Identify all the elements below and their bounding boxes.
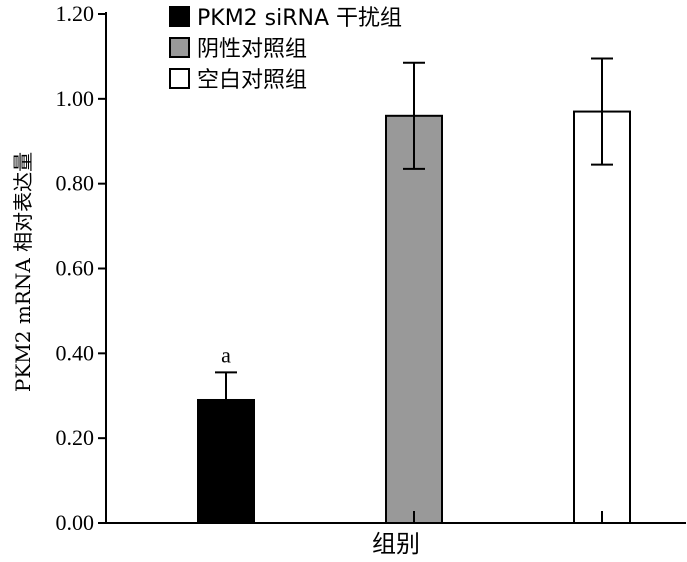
y-tick-label: 0.00 (56, 510, 95, 535)
y-axis-title: PKM2 mRNA 相对表达量 (11, 152, 35, 392)
bar (197, 398, 255, 524)
bars: a (197, 57, 631, 525)
axes: 0.00 0.20 0.40 0.60 0.80 1.00 1.20 (56, 1, 686, 535)
y-tick-label: 0.80 (56, 171, 95, 196)
legend-label: 阴性对照组 (197, 37, 307, 62)
y-tick-label: 1.20 (56, 1, 95, 26)
bar (573, 110, 631, 525)
legend-label: 空白对照组 (197, 68, 307, 93)
y-tick-label: 0.20 (56, 425, 95, 450)
legend-swatch (169, 68, 190, 89)
y-tick-label: 0.60 (56, 256, 95, 281)
legend-swatch (169, 37, 190, 58)
bar (385, 114, 443, 525)
x-axis-title: 组别 (372, 530, 420, 558)
significance-label: a (221, 342, 231, 367)
legend-swatch (169, 6, 190, 27)
y-tick-label: 1.00 (56, 86, 95, 111)
legend-label: PKM2 siRNA 干扰组 (197, 6, 402, 31)
y-tick-label: 0.40 (56, 340, 95, 365)
